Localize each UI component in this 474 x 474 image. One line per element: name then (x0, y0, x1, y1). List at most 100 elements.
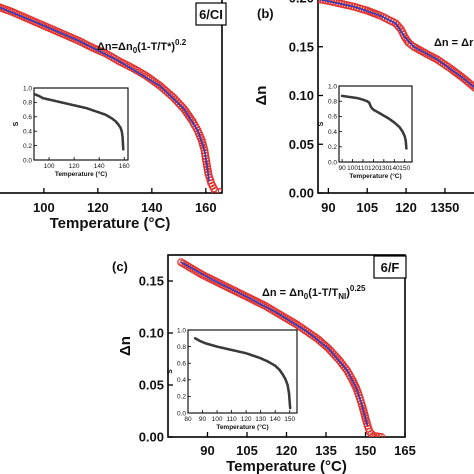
inset-a: 100 120 140 160 0.0 0.2 0.4 0.6 0.8 1.0 Temperatur… (13, 85, 130, 178)
data-point (211, 187, 220, 193)
inset-y-tick-label: 0.8 (23, 100, 32, 107)
inset-c: 80 90 100 110 120 130 140 150 0.0 0.2 0.4 0.6 0.8 1.0… (167, 327, 298, 431)
inset-x-tick-label: 80 (184, 416, 192, 423)
panel-c: 90 105 120 135 150 1650.000.050.100.15Tempera… (112, 254, 416, 474)
y-tick-label: 0.10 (139, 326, 164, 341)
x-tick-label: 135 (315, 443, 337, 458)
equation-part: 0 (304, 292, 309, 301)
y-tick-label: 0.20 (289, 0, 314, 6)
inset-y-tick-label: 0.2 (23, 143, 32, 150)
x-tick-label: 105 (236, 443, 258, 458)
inset-x-tick-label: 100 (347, 165, 358, 172)
data-point (369, 431, 378, 437)
panel-tag: 6/F (381, 260, 400, 275)
tag-box (373, 255, 407, 279)
y-tick-label: 0.05 (139, 378, 164, 393)
data-point (372, 432, 381, 437)
inset-y-tick-label: 0.2 (177, 394, 186, 401)
inset-x-tick-label: 150 (399, 165, 410, 172)
equation-part: Δn = Δn (262, 287, 304, 299)
equation-part: NI (338, 292, 346, 301)
panel-b: 90 105 120 1350 0.00 0.05 0.10 0.15 0.20 Δn (b) Δn … (253, 0, 474, 215)
x-axis-label: Temperature (°C) (226, 458, 347, 474)
data-point (367, 429, 376, 437)
inset-y-tick-label: 0.0 (328, 159, 337, 166)
x-tick-label: 160 (195, 200, 217, 215)
x-tick-label: 120 (87, 200, 109, 215)
y-tick-label: 0.15 (139, 274, 164, 289)
equation-part: 0 (133, 46, 138, 55)
y-tick-label: 0.00 (289, 186, 314, 201)
inset-y-axis-label: S (318, 121, 325, 126)
x-tick-label: 120 (276, 443, 298, 458)
x-tick-label: 100 (33, 200, 55, 215)
inset-y-tick-label: 0.8 (177, 344, 186, 351)
panel-tag: 6/CI (199, 7, 223, 22)
data-point (374, 432, 383, 437)
y-tick-label: 0.10 (289, 88, 314, 103)
panel-a: 100 120 140 160 Temperature (°C) 6/CI Δn=Δn0(1… (0, 0, 227, 232)
x-tick-label: 90 (200, 443, 214, 458)
inset-x-tick-label: 140 (389, 165, 400, 172)
equation: Δn = Δr (434, 37, 474, 49)
equation-part: 0.2 (175, 38, 187, 47)
equation-part: ) (346, 287, 350, 299)
inset-x-tick-label: 150 (284, 416, 295, 423)
inset-x-tick-label: 140 (94, 163, 105, 170)
inset-y-axis-label: S (167, 369, 174, 374)
x-tick-label: 120 (395, 200, 417, 215)
x-axis-label: Temperature (°C) (50, 215, 171, 232)
inset-data-point (405, 147, 408, 150)
inset-x-axis-label: Temperature (°C) (349, 172, 401, 180)
inset-y-tick-label: 0.4 (328, 129, 337, 136)
x-tick-label: 150 (355, 443, 377, 458)
data-point (377, 433, 386, 437)
inset-y-tick-label: 0.2 (328, 144, 337, 151)
equation-part: 0.25 (350, 284, 366, 293)
data-layer (318, 0, 474, 93)
inset-x-axis-label: Temperature (°C) (216, 423, 268, 431)
inset-frame (338, 85, 413, 163)
equation-part: (1-T/T (308, 287, 338, 299)
equation-part: Δn=Δn (97, 41, 133, 53)
equation: Δn=Δn0(1-T/T*)0.2 (97, 38, 187, 55)
inset-y-tick-label: 0.0 (177, 410, 186, 417)
x-tick-label: 140 (141, 200, 163, 215)
y-tick-label: 0.05 (289, 137, 314, 152)
inset-x-axis-label: Temperature (°C) (55, 170, 107, 178)
inset-x-tick-label: 90 (199, 416, 207, 423)
equation: Δn = Δn0(1-T/TNI)0.25 (262, 284, 366, 301)
inset-y-tick-label: 0.4 (177, 377, 186, 384)
inset-x-tick-label: 130 (378, 165, 389, 172)
inset-x-tick-label: 110 (226, 416, 237, 423)
inset-x-tick-label: 140 (270, 416, 281, 423)
y-axis-label: Δn (253, 86, 270, 106)
inset-data-point (121, 147, 125, 151)
inset-y-tick-label: 0.4 (23, 129, 32, 136)
inset-y-tick-label: 0.6 (328, 114, 337, 121)
inset-data-point (288, 406, 292, 410)
inset-y-tick-label: 0.6 (177, 361, 186, 368)
data-layer (177, 258, 386, 437)
inset-x-tick-label: 120 (241, 416, 252, 423)
inset-b: 90 100 110 120 130 140 150 0.0 0.2 0.4 0.6 0.8 1.0 Te… (318, 83, 413, 180)
inset-y-tick-label: 0.0 (23, 157, 32, 164)
inset-y-tick-label: 1.0 (177, 327, 186, 334)
inset-x-tick-label: 90 (339, 165, 347, 172)
x-tick-label: 1350 (430, 200, 459, 215)
data-point (215, 188, 222, 193)
equation-part: Δn = Δr (434, 37, 474, 49)
inset-x-tick-label: 130 (255, 416, 266, 423)
inset-y-tick-label: 0.6 (23, 114, 32, 121)
y-tick-label: 0.00 (139, 430, 164, 445)
inset-y-tick-label: 1.0 (23, 85, 32, 92)
inset-y-axis-label: S (13, 121, 20, 126)
tag-box (195, 2, 227, 26)
data-point (472, 85, 474, 93)
inset-y-tick-label: 0.8 (328, 99, 337, 106)
panel-label: (b) (257, 6, 274, 21)
fit-line-overlay (180, 261, 369, 426)
data-point (0, 3, 2, 11)
inset-x-tick-label: 100 (212, 416, 223, 423)
